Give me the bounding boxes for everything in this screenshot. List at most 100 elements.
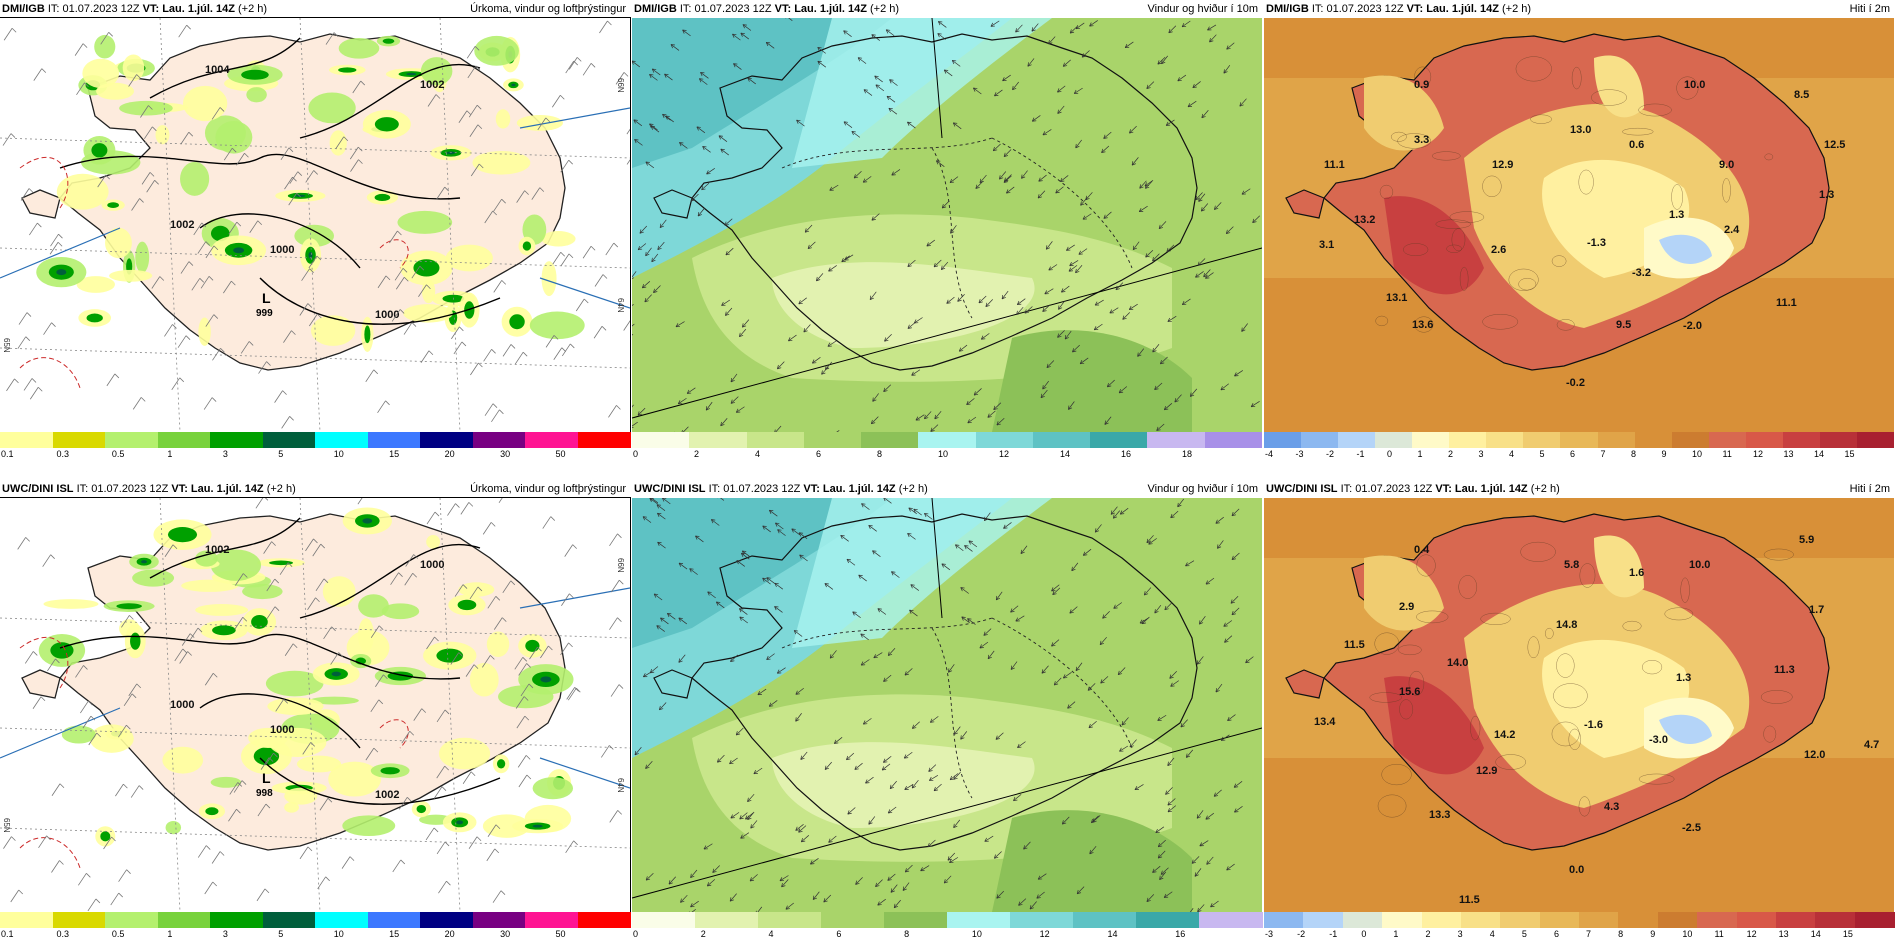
- colorbar: [0, 912, 631, 930]
- colorbar-swatch: [262, 432, 316, 448]
- latitude-label: 66N: [616, 78, 625, 93]
- colorbar-tick-label: 15: [389, 929, 400, 939]
- colorbar-swatch: [632, 432, 690, 448]
- colorbar-tick-label: 0.5: [111, 449, 125, 459]
- iceland-outline: [691, 513, 1198, 851]
- temperature-label: -1.3: [1587, 237, 1606, 249]
- colorbar-swatch: [367, 912, 421, 928]
- temperature-label: 0.6: [1629, 139, 1644, 151]
- map-svg: [632, 18, 1262, 432]
- precip-area: [43, 599, 99, 609]
- precip-area: [498, 685, 554, 709]
- colorbar-swatch: [1775, 912, 1816, 928]
- colorbar-swatch: [1579, 912, 1619, 928]
- precip-area: [94, 34, 116, 59]
- isobar-label: 1000: [170, 699, 194, 711]
- precip-area: [180, 161, 210, 196]
- temperature-label: -1.6: [1584, 719, 1603, 731]
- latitude-label: 64N: [616, 298, 625, 313]
- panel-header: DMI/IGB IT: 01.07.2023 12Z VT: Lau. 1.jú…: [1264, 0, 1894, 18]
- panel-title: Vindur og hviður í 10m: [1147, 483, 1258, 495]
- colorbar-tick-label: 10: [333, 929, 344, 939]
- precip-area: [82, 58, 120, 88]
- map-svg: 0.4 5.9 5.8 1.6 10.0 2.9 14.8 1.7 11.5 14.0 1.3 11.…: [1264, 498, 1894, 912]
- colorbar-ticks: 0 2 4 6 8 10 12 14 16 18: [632, 449, 1262, 462]
- colorbar-swatch: [1342, 912, 1383, 928]
- colorbar-swatch: [1697, 912, 1737, 928]
- temperature-label: 13.6: [1412, 319, 1433, 331]
- colorbar-swatch: [210, 432, 263, 448]
- precip-area: [294, 224, 335, 248]
- colorbar-tick-label: 14: [1814, 449, 1825, 459]
- colorbar-tick-label: 4: [755, 449, 761, 459]
- colorbar-tick-label: 15: [1842, 929, 1853, 939]
- precip-area: [529, 311, 585, 340]
- isobar: [149, 517, 301, 579]
- temperature-label: 12.0: [1804, 749, 1825, 761]
- isobar-label: 1002: [375, 789, 399, 801]
- colorbar-swatch: [1010, 912, 1074, 928]
- temperature-label: 14.8: [1556, 619, 1577, 631]
- colorbar: [632, 432, 1263, 450]
- colorbar-tick-label: 5: [278, 449, 284, 459]
- temperature-label: 2.4: [1724, 224, 1740, 236]
- valid-time: VT: Lau. 1.júl. 14Z: [774, 3, 867, 15]
- model-source: DMI/IGB: [634, 3, 677, 15]
- colorbar-tick-label: 6: [1570, 449, 1576, 459]
- model-source: DMI/IGB: [1266, 3, 1309, 15]
- colorbar-tick-label: 50: [555, 449, 566, 459]
- colorbar-swatch: [315, 432, 368, 448]
- precip-area: [421, 279, 436, 304]
- low-pressure-letter: L: [262, 290, 271, 306]
- precip-area: [308, 92, 356, 124]
- colorbar: [0, 432, 631, 450]
- colorbar-ticks: -4 -3 -2 -1 0 1 2 3 4 5 6 7 8 9 10 11 12 13 14 15: [1264, 449, 1894, 462]
- lead-offset: (+2 h): [1530, 483, 1560, 495]
- colorbar-tick-label: 5: [1539, 449, 1545, 459]
- colorbar-swatch: [1736, 912, 1777, 928]
- panel-header: DMI/IGB IT: 01.07.2023 12Z VT: Lau. 1.jú…: [0, 0, 630, 18]
- isobar-label: 1000: [270, 244, 294, 256]
- colorbar-tick-label: 0: [633, 449, 639, 459]
- colorbar-tick-label: 10: [971, 929, 982, 939]
- colorbar-swatch: [1618, 912, 1659, 928]
- colorbar-tick-label: 50: [555, 929, 566, 939]
- temperature-label: 0.9: [1414, 79, 1429, 91]
- colorbar: [632, 912, 1263, 930]
- precip-area: [56, 173, 109, 210]
- colorbar-swatch: [1303, 912, 1344, 928]
- temperature-label: 13.2: [1354, 214, 1375, 226]
- colorbar-swatch: [577, 912, 631, 928]
- temperature-label: 1.3: [1669, 209, 1684, 221]
- precip-area: [195, 550, 218, 567]
- colorbar-tick-label: 10: [1682, 929, 1693, 939]
- precip-area: [122, 54, 145, 82]
- precip-area: [328, 761, 381, 797]
- precip-area: [119, 100, 173, 116]
- colorbar-tick-label: 16: [1175, 929, 1186, 939]
- temperature-label: 0.4: [1414, 544, 1430, 556]
- colorbar-tick-label: 0.3: [56, 449, 69, 459]
- map-panel-temp: UWC/DINI ISL IT: 01.07.2023 12Z VT: Lau.…: [1264, 480, 1895, 940]
- colorbar-swatch: [105, 912, 158, 928]
- precip-area: [495, 109, 511, 129]
- colorbar-swatch: [525, 912, 578, 928]
- precip-area: [132, 569, 175, 587]
- model-source: DMI/IGB: [2, 3, 45, 15]
- precip-area: [426, 534, 441, 549]
- init-time: IT: 01.07.2023 12Z: [1311, 3, 1404, 15]
- colorbar-swatch: [821, 912, 885, 928]
- colorbar-swatch: [0, 912, 53, 928]
- colorbar-tick-label: 1: [1393, 929, 1399, 939]
- colorbar-tick-label: 7: [1586, 929, 1592, 939]
- temperature-label: 11.5: [1459, 894, 1480, 906]
- temperature-label: 12.9: [1492, 159, 1513, 171]
- init-time: IT: 01.07.2023 12Z: [47, 3, 140, 15]
- init-time: IT: 01.07.2023 12Z: [679, 3, 772, 15]
- map-area: 0.9 10.0 8.5 3.3 13.0 12.5 11.1 12.9 0.6 9.0 13.2 1…: [1264, 18, 1894, 432]
- colorbar-swatch: [1032, 432, 1091, 448]
- colorbar-tick-label: 2: [700, 929, 706, 939]
- temperature-label: 1.6: [1629, 567, 1644, 579]
- colorbar-swatch: [1301, 432, 1339, 448]
- isobar: [259, 277, 501, 325]
